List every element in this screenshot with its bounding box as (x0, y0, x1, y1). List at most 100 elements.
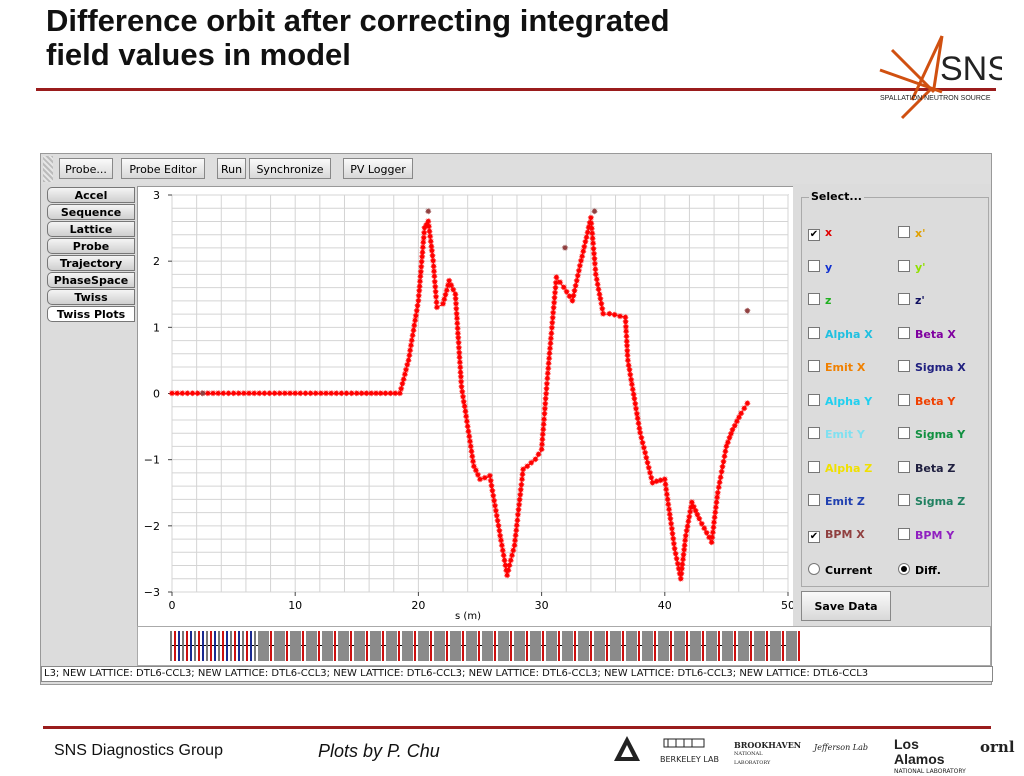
data-point-x: ✹ (592, 265, 600, 275)
checkbox-y[interactable]: y (808, 259, 832, 275)
checkbox-x-prime[interactable]: x' (898, 226, 925, 241)
lattice-magnet (366, 631, 368, 661)
tab-lattice[interactable]: Lattice (47, 221, 135, 237)
data-point-x: ✹ (405, 356, 413, 366)
data-point-x: ✹ (627, 376, 635, 386)
checkbox-emit-y-box[interactable] (808, 427, 820, 439)
lattice-magnet (286, 631, 288, 661)
lattice-view[interactable] (137, 626, 991, 666)
data-point-x: ✹ (548, 329, 556, 339)
pv-logger-button[interactable]: PV Logger (343, 158, 413, 179)
checkbox-alpha-x-box[interactable] (808, 326, 820, 339)
sns-logo-text: SNS (940, 50, 1002, 88)
checkbox-x[interactable]: ✔ x (808, 226, 832, 241)
tab-phasespace[interactable]: PhaseSpace (47, 272, 135, 288)
data-point-x: ✹ (551, 289, 559, 299)
checkbox-y-box[interactable] (808, 259, 820, 272)
data-point-x: ✹ (442, 291, 450, 301)
checkbox-sigma-x-box[interactable] (898, 360, 910, 372)
checkbox-alpha-y[interactable]: Alpha Y (808, 393, 872, 409)
checkbox-z-prime-box[interactable] (898, 293, 910, 305)
checkbox-x-prime-box[interactable] (898, 226, 910, 238)
checkbox-beta-z[interactable]: Beta Z (898, 460, 955, 476)
tab-twiss[interactable]: Twiss (47, 289, 135, 305)
data-point-x: ✹ (457, 368, 465, 378)
data-point-x: ✹ (457, 373, 465, 383)
data-point-x: ✹ (719, 463, 727, 473)
checkbox-emit-y[interactable]: Emit Y (808, 427, 865, 442)
title-divider (36, 88, 996, 91)
tab-accel[interactable]: Accel (47, 187, 135, 203)
radio-current-indicator[interactable] (808, 563, 820, 575)
twiss-plot-panel[interactable]: 0 10 20 30 40 50 3 2 1 0 −1 −2 −3 ✹ ✹ ✹ ✹ ✹ ✹ ✹ ✹ ✹ ✹ ✹ ✹ ✹ ✹ ✹ ✹ ✹ ✹… (137, 186, 795, 628)
x-tick-label: 0 (169, 599, 176, 612)
checkbox-z-box[interactable] (808, 293, 820, 305)
data-point-x: ✹ (624, 356, 632, 366)
checkbox-alpha-z[interactable]: Alpha Z (808, 460, 872, 476)
checkbox-emit-x-box[interactable] (808, 360, 820, 372)
checkbox-beta-y-box[interactable] (898, 393, 910, 406)
checkbox-emit-z[interactable]: Emit Z (808, 494, 865, 509)
data-point-x: ✹ (401, 371, 409, 381)
checkbox-x-box[interactable]: ✔ (808, 229, 820, 241)
data-point-x: ✹ (630, 390, 638, 400)
checkbox-sigma-z[interactable]: Sigma Z (898, 494, 965, 509)
synchronize-button[interactable]: Synchronize (249, 158, 331, 179)
run-button[interactable]: Run (217, 158, 246, 179)
checkbox-beta-x-label: Beta X (915, 327, 956, 341)
checkbox-y-prime-box[interactable] (898, 259, 910, 272)
lattice-magnet (174, 631, 176, 661)
lattice-magnet (250, 631, 252, 661)
data-point-x: ✹ (688, 499, 696, 509)
data-point-x: ✹ (245, 390, 253, 400)
checkbox-beta-z-box[interactable] (898, 460, 910, 473)
toolbar-grip[interactable] (43, 156, 53, 182)
data-point-x: ✹ (506, 562, 514, 572)
checkbox-alpha-x[interactable]: Alpha X (808, 326, 873, 342)
checkbox-alpha-z-box[interactable] (808, 460, 820, 473)
checkbox-z-prime[interactable]: z' (898, 293, 925, 308)
checkbox-alpha-y-box[interactable] (808, 393, 820, 406)
save-data-button[interactable]: Save Data (801, 591, 891, 621)
probe-button[interactable]: Probe... (59, 158, 113, 179)
checkbox-z[interactable]: z (808, 293, 831, 308)
checkbox-emit-x[interactable]: Emit X (808, 360, 865, 375)
data-point-x: ✹ (694, 511, 702, 521)
checkbox-emit-z-box[interactable] (808, 494, 820, 506)
lattice-cavity (338, 631, 349, 661)
data-point-x: ✹ (588, 219, 596, 229)
tab-twiss-plots[interactable]: Twiss Plots (47, 306, 135, 322)
checkbox-sigma-y[interactable]: Sigma Y (898, 427, 965, 442)
data-point-x: ✹ (626, 366, 634, 376)
data-point-x: ✹ (581, 243, 589, 253)
data-point-x: ✹ (420, 229, 428, 239)
data-point-x: ✹ (570, 292, 578, 302)
checkbox-bpm-y[interactable]: BPM Y (898, 527, 954, 543)
checkbox-sigma-z-box[interactable] (898, 494, 910, 506)
data-point-x: ✹ (647, 474, 655, 484)
checkbox-bpm-x[interactable]: ✔ BPM X (808, 528, 865, 543)
lattice-magnet (718, 631, 720, 661)
tab-trajectory[interactable]: Trajectory (47, 255, 135, 271)
checkbox-y-prime[interactable]: y' (898, 259, 926, 275)
checkbox-bpm-y-box[interactable] (898, 527, 910, 540)
checkbox-sigma-y-box[interactable] (898, 427, 910, 439)
radio-diff-indicator[interactable] (898, 563, 910, 575)
data-point-x: ✹ (432, 293, 440, 303)
checkbox-beta-x-box[interactable] (898, 326, 910, 339)
tab-sequence[interactable]: Sequence (47, 204, 135, 220)
radio-current[interactable]: Current (808, 563, 872, 578)
checkbox-beta-y[interactable]: Beta Y (898, 393, 955, 409)
lattice-magnet (214, 631, 216, 661)
checkbox-sigma-x[interactable]: Sigma X (898, 360, 966, 375)
radio-diff[interactable]: Diff. (898, 563, 941, 578)
data-point-x: ✹ (453, 315, 461, 325)
tab-probe[interactable]: Probe (47, 238, 135, 254)
data-point-x: ✹ (419, 248, 427, 258)
data-point-x: ✹ (698, 520, 706, 530)
checkbox-beta-x[interactable]: Beta X (898, 326, 956, 342)
checkbox-bpm-x-box[interactable]: ✔ (808, 530, 820, 543)
probe-editor-button[interactable]: Probe Editor (121, 158, 205, 179)
x-tick-label: 20 (411, 599, 425, 612)
